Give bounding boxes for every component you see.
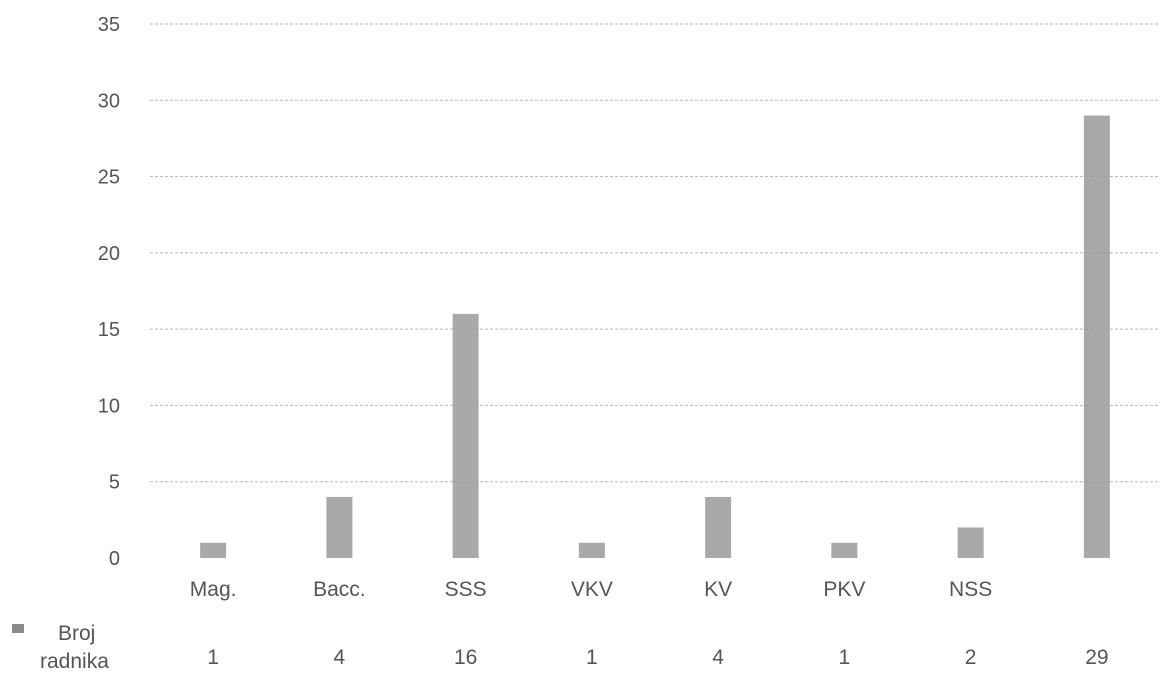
bar — [1083, 115, 1110, 559]
gridlines — [150, 23, 1160, 483]
y-tick-label: 15 — [98, 319, 120, 341]
bars — [200, 115, 1110, 559]
y-tick-label: 35 — [98, 14, 120, 36]
legend-label-line-2: radnika — [40, 650, 109, 673]
data-value-label: 29 — [1085, 646, 1108, 669]
x-category-label: KV — [704, 578, 732, 601]
bar — [326, 496, 353, 558]
x-category-label: VKV — [571, 578, 613, 601]
y-tick-label: 0 — [109, 548, 120, 570]
x-category-label: PKV — [823, 578, 865, 601]
data-value-label: 2 — [965, 646, 977, 669]
bar — [452, 313, 479, 558]
x-category-label: Mag. — [190, 578, 237, 601]
bar — [578, 542, 605, 558]
y-tick-label: 20 — [98, 243, 120, 265]
bar — [200, 542, 227, 558]
x-category-label: Bacc. — [313, 578, 366, 601]
y-tick-label: 5 — [109, 472, 120, 494]
data-value-label: 1 — [839, 646, 851, 669]
x-category-label: SSS — [445, 578, 487, 601]
legend-label-line-1: Broj — [58, 622, 95, 645]
x-category-label: NSS — [949, 578, 992, 601]
data-value-label: 1 — [207, 646, 219, 669]
x-axis-categories: Mag. Bacc. SSS VKV KV PKV NSS — [190, 578, 992, 601]
y-tick-label: 10 — [98, 395, 120, 417]
y-tick-label: 25 — [98, 167, 120, 189]
bar — [957, 527, 984, 558]
data-value-label: 1 — [586, 646, 598, 669]
bar — [831, 542, 858, 558]
data-table-row: 1 4 16 1 4 1 2 29 — [207, 646, 1108, 669]
data-value-label: 16 — [454, 646, 477, 669]
y-tick-label: 30 — [98, 90, 120, 112]
data-value-label: 4 — [712, 646, 724, 669]
y-axis-ticks: 0 5 10 15 20 25 30 35 — [98, 14, 120, 570]
legend-swatch — [12, 624, 24, 633]
legend: Broj radnika — [12, 622, 109, 673]
data-value-label: 4 — [334, 646, 346, 669]
bar — [705, 496, 732, 558]
